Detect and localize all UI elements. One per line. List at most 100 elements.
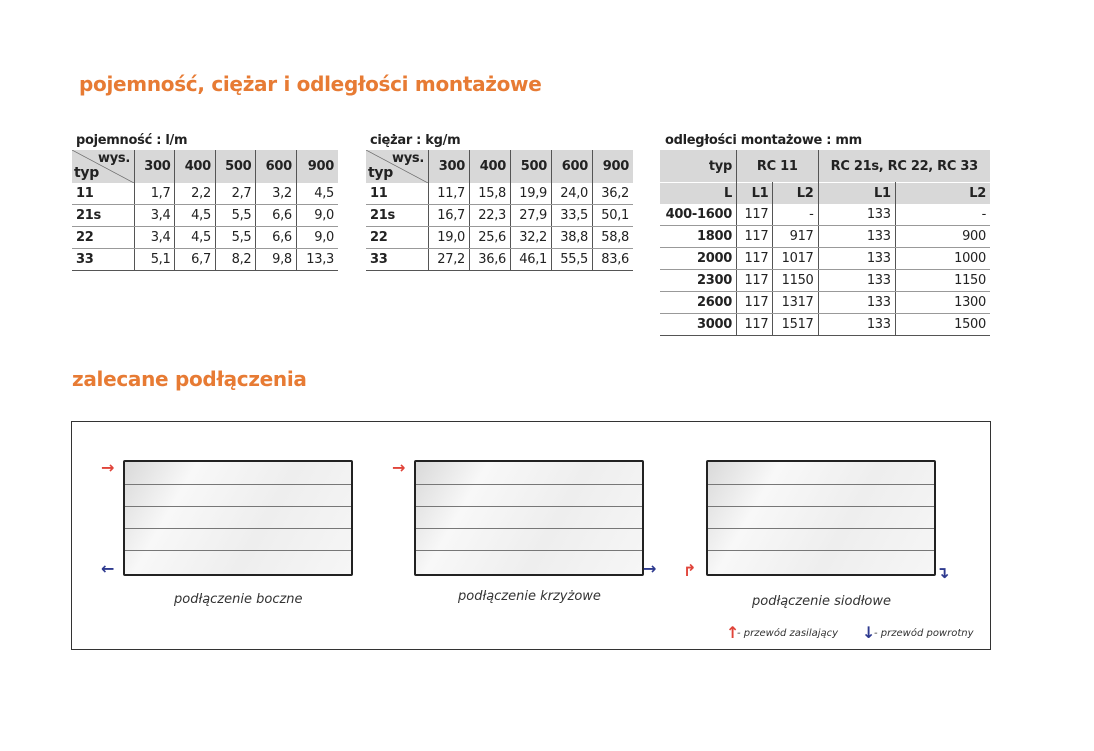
- supply-arrow-right-icon: →: [101, 458, 115, 477]
- panel-line: [708, 506, 934, 507]
- value-cell: 16,7: [428, 204, 470, 227]
- corner-type-label: typ: [368, 165, 393, 181]
- header-rc21-33: RC 21s, RC 22, RC 33: [817, 150, 990, 183]
- value-cell: 1300: [894, 291, 990, 314]
- weight-caption: ciężar : kg/m: [370, 133, 461, 148]
- corner-type-label: typ: [74, 165, 99, 181]
- corner-cell: wys. typ: [72, 150, 135, 183]
- table-row: 22 19,0 25,6 32,2 38,8 58,8: [366, 226, 633, 249]
- value-cell: 6,6: [255, 204, 297, 227]
- value-cell: 917: [772, 225, 819, 248]
- length-cell: 400-1600: [660, 204, 737, 226]
- corner-height-label: wys.: [392, 151, 424, 166]
- diagonal-header: wys. typ: [366, 150, 428, 183]
- height-header: 900: [295, 150, 338, 183]
- value-cell: 38,8: [551, 226, 593, 249]
- height-header: 600: [551, 150, 593, 183]
- table-row: 22 3,4 4,5 5,5 6,6 9,0: [72, 226, 338, 249]
- value-cell: 9,8: [255, 248, 297, 271]
- value-cell: 9,0: [295, 226, 338, 249]
- value-cell: 117: [735, 204, 773, 226]
- return-arrow-right-icon: →: [643, 559, 657, 578]
- value-cell: 3,4: [133, 204, 175, 227]
- value-cell: 133: [817, 269, 896, 292]
- type-cell: 22: [72, 226, 135, 249]
- header-l2: L2: [894, 182, 990, 204]
- connection-label: podłączenie krzyżowe: [458, 589, 601, 604]
- table-row: 2300 117 1150 133 1150: [660, 269, 990, 292]
- weight-table: wys. typ 300 400 500 600 900 11 11,7 15,8 19,9 24,0…: [366, 150, 633, 271]
- value-cell: 27,9: [510, 204, 552, 227]
- header-l: L: [660, 182, 737, 204]
- length-cell: 2000: [660, 247, 737, 270]
- value-cell: 83,6: [592, 248, 633, 271]
- value-cell: 8,2: [214, 248, 256, 271]
- value-cell: 133: [817, 225, 896, 248]
- value-cell: 1017: [772, 247, 819, 270]
- value-cell: 133: [817, 291, 896, 314]
- height-header: 400: [174, 150, 216, 183]
- supply-legend-arrow-icon: ↑: [726, 623, 740, 642]
- supply-arrow-right-icon: →: [392, 458, 406, 477]
- connection-label: podłączenie siodłowe: [752, 594, 892, 609]
- value-cell: 32,2: [510, 226, 552, 249]
- panel-line: [708, 528, 934, 529]
- value-cell: 2,2: [174, 183, 216, 205]
- value-cell: 33,5: [551, 204, 593, 227]
- legend-supply: - przewód zasilający: [737, 628, 839, 639]
- length-cell: 1800: [660, 225, 737, 248]
- table-row: 2600 117 1317 133 1300: [660, 291, 990, 314]
- panel-line: [708, 484, 934, 485]
- return-arrow-left-icon: ←: [101, 559, 115, 578]
- height-header: 900: [592, 150, 633, 183]
- header-l1: L1: [735, 182, 773, 204]
- corner-height-label: wys.: [98, 151, 130, 166]
- value-cell: 55,5: [551, 248, 593, 271]
- value-cell: 5,5: [214, 226, 256, 249]
- table-row: 2000 117 1017 133 1000: [660, 247, 990, 270]
- connections-title: zalecane podłączenia: [72, 367, 307, 391]
- value-cell: 27,2: [428, 248, 470, 271]
- type-cell: 11: [366, 183, 429, 205]
- type-cell: 21s: [72, 204, 135, 227]
- value-cell: 1517: [772, 313, 819, 336]
- table-row: 400-1600 117-133-: [660, 204, 990, 226]
- value-cell: 6,6: [255, 226, 297, 249]
- value-cell: 19,0: [428, 226, 470, 249]
- panel-line: [708, 550, 934, 551]
- value-cell: 11,7: [428, 183, 470, 205]
- value-cell: 9,0: [295, 204, 338, 227]
- value-cell: 22,3: [469, 204, 511, 227]
- value-cell: 3,4: [133, 226, 175, 249]
- panel-line: [416, 484, 642, 485]
- value-cell: 1150: [894, 269, 990, 292]
- table-row: 11 11,7 15,8 19,9 24,0 36,2: [366, 183, 633, 205]
- value-cell: 4,5: [174, 204, 216, 227]
- value-cell: 117: [735, 247, 773, 270]
- table-row: 21s 16,7 22,3 27,9 33,5 50,1: [366, 204, 633, 227]
- value-cell: 1500: [894, 313, 990, 336]
- value-cell: 1150: [772, 269, 819, 292]
- panel-line: [416, 550, 642, 551]
- value-cell: 36,2: [592, 183, 633, 205]
- value-cell: 5,1: [133, 248, 175, 271]
- value-cell: 25,6: [469, 226, 511, 249]
- mounting-table: typ RC 11 RC 21s, RC 22, RC 33 L L1 L2 L1 L2 4…: [660, 150, 990, 336]
- header-rc11: RC 11: [736, 150, 819, 183]
- panel-line: [416, 528, 642, 529]
- table-row: 33 27,2 36,6 46,1 55,5 83,6: [366, 248, 633, 271]
- mounting-caption: odległości montażowe : mm: [665, 133, 862, 148]
- value-cell: 36,6: [469, 248, 511, 271]
- value-cell: 117: [735, 291, 773, 314]
- table-row: 33 5,1 6,7 8,2 9,8 13,3: [72, 248, 338, 271]
- value-cell: 6,7: [174, 248, 216, 271]
- panel-line: [416, 506, 642, 507]
- value-cell: 117: [735, 313, 773, 336]
- type-cell: 11: [72, 183, 135, 205]
- value-cell: 46,1: [510, 248, 552, 271]
- capacity-table: wys. typ 300 400 500 600 900 11 1,7 2,2 2,7 3,2 4,5 2…: [72, 150, 338, 271]
- value-cell: -: [772, 204, 819, 226]
- value-cell: 133: [817, 313, 896, 336]
- value-cell: 900: [894, 225, 990, 248]
- radiator-1: [123, 460, 353, 576]
